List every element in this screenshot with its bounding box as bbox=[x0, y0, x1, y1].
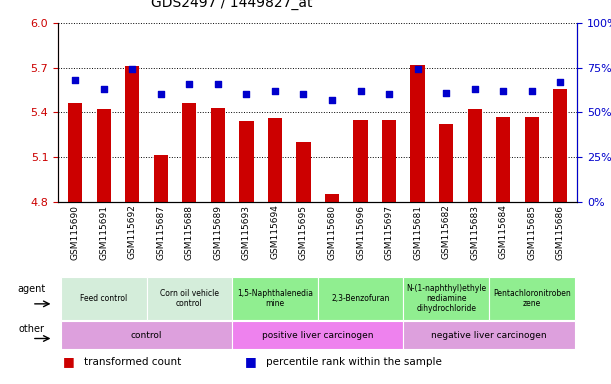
Text: GSM115691: GSM115691 bbox=[99, 205, 108, 260]
Text: GSM115695: GSM115695 bbox=[299, 205, 308, 260]
Text: ■: ■ bbox=[245, 355, 257, 368]
Bar bbox=[382, 120, 396, 384]
Text: 2,3-Benzofuran: 2,3-Benzofuran bbox=[331, 294, 390, 303]
Bar bbox=[553, 89, 568, 384]
Text: percentile rank within the sample: percentile rank within the sample bbox=[266, 356, 442, 367]
Point bbox=[299, 91, 309, 98]
Bar bbox=[525, 117, 539, 384]
Text: GSM115688: GSM115688 bbox=[185, 205, 194, 260]
Bar bbox=[489, 277, 574, 320]
Point bbox=[270, 88, 280, 94]
Text: GSM115693: GSM115693 bbox=[242, 205, 251, 260]
Bar bbox=[439, 124, 453, 384]
Text: transformed count: transformed count bbox=[84, 356, 181, 367]
Point bbox=[356, 88, 365, 94]
Text: negative liver carcinogen: negative liver carcinogen bbox=[431, 331, 547, 339]
Bar bbox=[325, 194, 339, 384]
Point bbox=[127, 66, 137, 73]
Bar bbox=[232, 277, 318, 320]
Text: GSM115681: GSM115681 bbox=[413, 205, 422, 260]
Text: GDS2497 / 1449827_at: GDS2497 / 1449827_at bbox=[152, 0, 313, 10]
Bar bbox=[125, 66, 139, 384]
Point bbox=[527, 88, 536, 94]
Bar bbox=[467, 109, 482, 384]
Bar bbox=[296, 142, 310, 384]
Point bbox=[384, 91, 394, 98]
Point bbox=[185, 81, 194, 87]
Bar bbox=[211, 108, 225, 384]
Text: GSM115694: GSM115694 bbox=[271, 205, 279, 260]
Point bbox=[70, 77, 80, 83]
Text: GSM115687: GSM115687 bbox=[156, 205, 165, 260]
Bar bbox=[496, 117, 510, 384]
Bar bbox=[353, 120, 368, 384]
Text: GSM115689: GSM115689 bbox=[213, 205, 222, 260]
Bar bbox=[61, 321, 232, 349]
Point bbox=[441, 89, 451, 96]
Bar bbox=[232, 321, 403, 349]
Point bbox=[555, 79, 565, 85]
Text: 1,5-Naphthalenedia
mine: 1,5-Naphthalenedia mine bbox=[237, 289, 313, 308]
Text: GSM115690: GSM115690 bbox=[71, 205, 79, 260]
Point bbox=[412, 66, 422, 73]
Bar bbox=[147, 277, 232, 320]
Text: Feed control: Feed control bbox=[80, 294, 127, 303]
Text: Pentachloronitroben
zene: Pentachloronitroben zene bbox=[493, 289, 571, 308]
Text: Corn oil vehicle
control: Corn oil vehicle control bbox=[160, 289, 219, 308]
Point bbox=[99, 86, 109, 92]
Text: control: control bbox=[131, 331, 163, 339]
Bar bbox=[403, 321, 574, 349]
Bar bbox=[318, 277, 403, 320]
Text: GSM115684: GSM115684 bbox=[499, 205, 508, 260]
Point bbox=[327, 97, 337, 103]
Bar bbox=[153, 156, 168, 384]
Text: ■: ■ bbox=[64, 355, 75, 368]
Bar bbox=[61, 277, 147, 320]
Point bbox=[499, 88, 508, 94]
Point bbox=[213, 81, 223, 87]
Text: agent: agent bbox=[18, 284, 46, 294]
Text: other: other bbox=[19, 324, 45, 334]
Bar bbox=[411, 65, 425, 384]
Text: GSM115682: GSM115682 bbox=[442, 205, 451, 260]
Bar bbox=[403, 277, 489, 320]
Point bbox=[156, 91, 166, 98]
Text: N-(1-naphthyl)ethyle
nediamine
dihydrochloride: N-(1-naphthyl)ethyle nediamine dihydroch… bbox=[406, 284, 486, 313]
Bar bbox=[182, 103, 197, 384]
Text: GSM115692: GSM115692 bbox=[128, 205, 137, 260]
Bar bbox=[68, 103, 82, 384]
Text: GSM115680: GSM115680 bbox=[327, 205, 337, 260]
Bar bbox=[268, 118, 282, 384]
Point bbox=[241, 91, 251, 98]
Text: GSM115696: GSM115696 bbox=[356, 205, 365, 260]
Bar bbox=[97, 109, 111, 384]
Text: positive liver carcinogen: positive liver carcinogen bbox=[262, 331, 373, 339]
Text: GSM115686: GSM115686 bbox=[556, 205, 565, 260]
Bar bbox=[240, 121, 254, 384]
Point bbox=[470, 86, 480, 92]
Text: GSM115685: GSM115685 bbox=[527, 205, 536, 260]
Text: GSM115697: GSM115697 bbox=[384, 205, 393, 260]
Text: GSM115683: GSM115683 bbox=[470, 205, 479, 260]
